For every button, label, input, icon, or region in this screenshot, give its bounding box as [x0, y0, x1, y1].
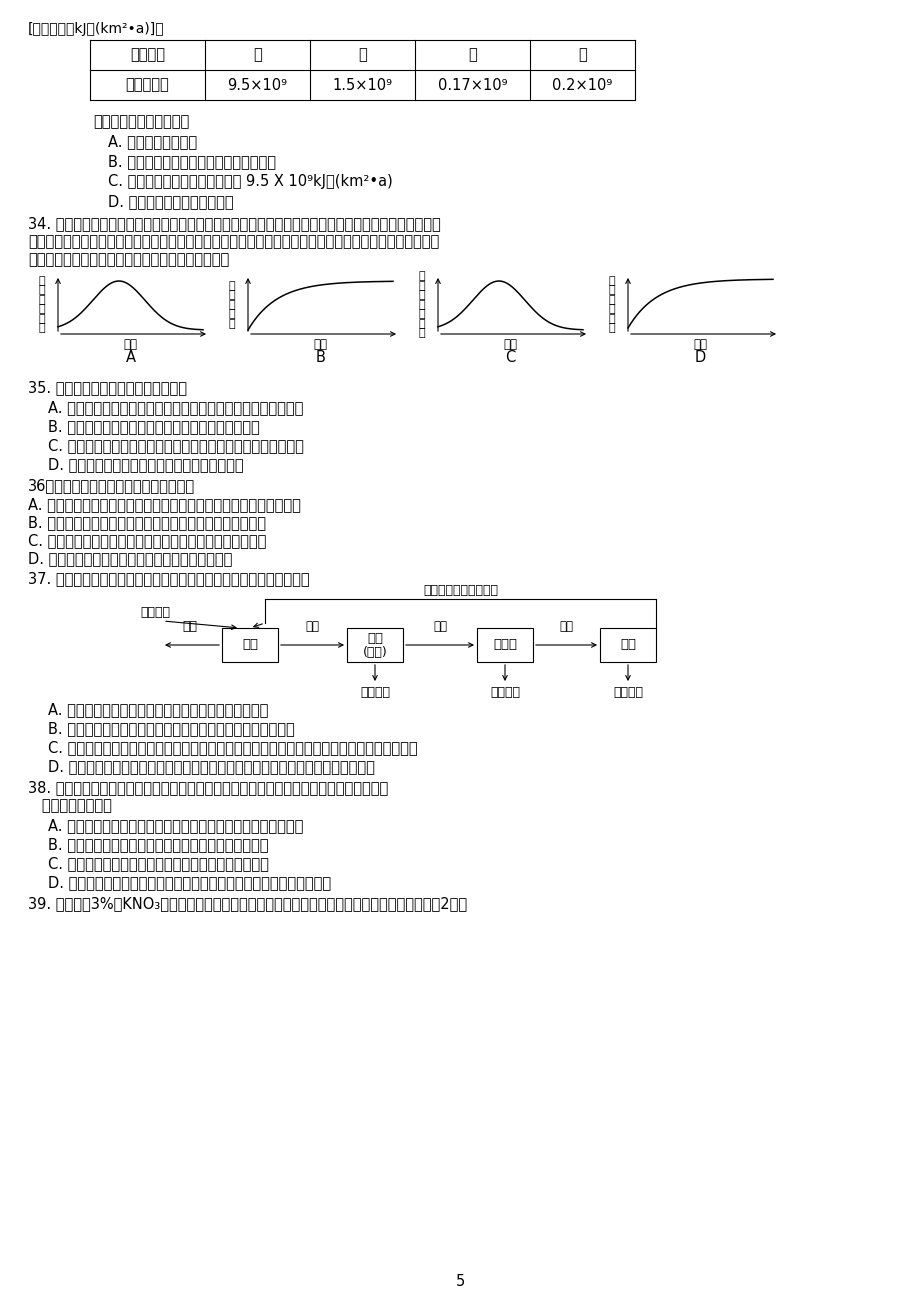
Text: 家畜: 家畜 — [367, 633, 382, 646]
Text: 产: 产 — [229, 310, 235, 319]
Text: 34. 一块弃耕的农田，很快长满杂草，几年后，草本植物开始减少，各种灌木却繁茂起来，最后这块农田: 34. 一块弃耕的农田，很快长满杂草，几年后，草本植物开始减少，各种灌木却繁茂起… — [28, 216, 440, 230]
Text: 兔: 兔 — [357, 47, 367, 62]
Text: 稳: 稳 — [608, 305, 615, 315]
Text: 0.2×10⁹: 0.2×10⁹ — [551, 78, 612, 92]
Text: 秸秵: 秸秵 — [305, 620, 319, 633]
Text: 量: 量 — [229, 319, 235, 328]
Text: 种: 种 — [39, 285, 46, 296]
Text: A. 应选一个处于间期的细胞，持续观察它从间期到末期的全过程: A. 应选一个处于间期的细胞，持续观察它从间期到末期的全过程 — [48, 818, 303, 833]
Text: 时间: 时间 — [123, 339, 137, 352]
Text: 富: 富 — [39, 305, 46, 315]
Text: 37. 下面是某生态农场生产流程示意图，据图判断，下列说法正确的是: 37. 下面是某生态农场生产流程示意图，据图判断，下列说法正确的是 — [28, 572, 310, 586]
Text: 38. 取洋葡根尖临时装片，欲在显微镜下观察到细胞有丝分裂的前、中、后、末几个时期，: 38. 取洋葡根尖临时装片，欲在显微镜下观察到细胞有丝分裂的前、中、后、末几个时… — [28, 780, 388, 796]
Text: B. 物种之间的协同进化都是通过物种之间的生存斗争实现的: B. 物种之间的协同进化都是通过物种之间的生存斗争实现的 — [28, 516, 266, 530]
Text: D. 每一环节都获得产品，循环利用了农业有机废弃物，提高了生态效益、经济效益: D. 每一环节都获得产品，循环利用了农业有机废弃物，提高了生态效益、经济效益 — [48, 759, 374, 773]
Text: C. 不同物种之间、生物与环境之间共同进化导致生物多样性: C. 不同物种之间、生物与环境之间共同进化导致生物多样性 — [28, 533, 267, 548]
Text: A. 二倍体植物用秋水仙素处理形成四倍体，二者之间不存在生殖隔离: A. 二倍体植物用秋水仙素处理形成四倍体，二者之间不存在生殖隔离 — [28, 497, 301, 512]
Text: 粪层: 粪层 — [433, 620, 447, 633]
Text: 所同化能量: 所同化能量 — [126, 78, 169, 92]
Text: D. 草原群落上的动物在水平方向上是均匀分布的: D. 草原群落上的动物在水平方向上是均匀分布的 — [48, 457, 244, 473]
Text: 程: 程 — [39, 314, 46, 324]
Text: 产品输出: 产品输出 — [490, 686, 519, 699]
Text: 下列叙述正确的是: 下列叙述正确的是 — [28, 798, 112, 812]
Text: 杂层: 杂层 — [559, 620, 573, 633]
Text: [能量单位：kJ／(km²•a)]。: [能量单位：kJ／(km²•a)]。 — [28, 22, 165, 36]
Text: B: B — [315, 350, 325, 365]
Text: 产品输出: 产品输出 — [359, 686, 390, 699]
Bar — [221, 628, 278, 661]
Text: C. 如果视野过暗，可转动细调焦贸旋旋增加视野的亮度: C. 如果视野过暗，可转动细调焦贸旋旋增加视野的亮度 — [48, 855, 268, 871]
Text: 总: 总 — [418, 319, 425, 328]
Text: 光: 光 — [229, 290, 235, 301]
Text: A: A — [125, 350, 135, 365]
Text: B. 兔所同化的能量不包括其粪便中的能量: B. 兔所同化的能量不包括其粪便中的能量 — [108, 154, 276, 169]
Text: 36、以下对生物进化理论的理解正确的是: 36、以下对生物进化理论的理解正确的是 — [28, 478, 195, 493]
Text: 固: 固 — [418, 271, 425, 281]
Text: 复: 复 — [608, 285, 615, 296]
Text: 太: 太 — [418, 290, 425, 301]
Text: 35. 下列有关草原群落的叙述正确的是: 35. 下列有关草原群落的叙述正确的是 — [28, 380, 187, 395]
Text: B. 在群落水平上研究草原，要研究草原的范围和边界: B. 在群落水平上研究草原，要研究草原的范围和边界 — [48, 419, 259, 434]
Text: 阳: 阳 — [418, 299, 425, 310]
Text: 性: 性 — [608, 323, 615, 333]
Text: 39. 某学生将3%的KNO₃溶液滴加在载玻片上的洋葡表皮上，观察到了植物细胞的质壁分离现象，2小时: 39. 某学生将3%的KNO₃溶液滴加在载玻片上的洋葡表皮上，观察到了植物细胞的… — [28, 896, 467, 911]
Text: 产品输出: 产品输出 — [612, 686, 642, 699]
Text: 净: 净 — [229, 281, 235, 290]
Text: 蚁蚂: 蚁蚂 — [619, 638, 635, 651]
Text: B. 由于食物链延长，能量逐级损耗，系统总能量利用效率降低: B. 由于食物链延长，能量逐级损耗，系统总能量利用效率降低 — [48, 721, 294, 736]
Text: 狼: 狼 — [577, 47, 586, 62]
Text: 力: 力 — [608, 296, 615, 305]
Text: 0.17×10⁹: 0.17×10⁹ — [437, 78, 506, 92]
Text: A. 能量经过多级利用，实现了生态系统能量的良性循环: A. 能量经过多级利用，实现了生态系统能量的良性循环 — [48, 702, 268, 717]
Text: 演变成了一片森林。这片森林在不受外力干扰的情况下将会长期占据那里，成为一个非常稳定的生态系统。: 演变成了一片森林。这片森林在不受外力干扰的情况下将会长期占据那里，成为一个非常稳… — [28, 234, 438, 249]
Text: 9.5×10⁹: 9.5×10⁹ — [227, 78, 287, 92]
Text: A. 狐属于次级消费者: A. 狐属于次级消费者 — [108, 134, 197, 148]
Text: B. 如果在低倍镜下看不到细胞，可改用高倍镜继续寻找: B. 如果在低倍镜下看不到细胞，可改用高倍镜继续寻找 — [48, 837, 268, 852]
Text: C. 过度放牧、退耕还草等人为活动不会影响草原群落的自然演替: C. 过度放牧、退耕还草等人为活动不会影响草原群落的自然演替 — [48, 437, 303, 453]
Text: 量: 量 — [418, 328, 425, 339]
Text: 生物种类: 生物种类 — [130, 47, 165, 62]
Text: C: C — [505, 350, 515, 365]
Bar — [476, 628, 532, 661]
Text: 定: 定 — [418, 281, 425, 290]
Text: 时间: 时间 — [503, 339, 517, 352]
Text: 根据上表分析不恰当的是: 根据上表分析不恰当的是 — [93, 115, 189, 129]
Text: 度: 度 — [39, 323, 46, 333]
Bar — [346, 628, 403, 661]
Text: 籽实: 籽实 — [182, 620, 198, 633]
Text: 能: 能 — [418, 310, 425, 319]
Text: 定: 定 — [608, 314, 615, 324]
Text: 草: 草 — [253, 47, 262, 62]
Text: 时间: 时间 — [313, 339, 327, 352]
Text: 太阳辐射: 太阳辐射 — [140, 605, 170, 618]
Text: (饲料): (饲料) — [362, 646, 387, 659]
Text: 丰: 丰 — [39, 296, 46, 305]
Text: 食用菌: 食用菌 — [493, 638, 516, 651]
Text: D: D — [694, 350, 706, 365]
Text: 恢: 恢 — [608, 276, 615, 286]
Text: 时间: 时间 — [693, 339, 707, 352]
Text: 狐: 狐 — [468, 47, 476, 62]
Text: A. 草原上的牧草长势整齐，因此群落在垂直方向上没有分层现象: A. 草原上的牧草长势整齐，因此群落在垂直方向上没有分层现象 — [48, 400, 303, 415]
Text: D. 狼所占的营养级一定比狐高: D. 狼所占的营养级一定比狐高 — [108, 194, 233, 210]
Text: 作物: 作物 — [242, 638, 257, 651]
Text: D. 只有基因突变和基因重组为生物进化提供原材料: D. 只有基因突变和基因重组为生物进化提供原材料 — [28, 551, 233, 566]
Text: C. 流经生态系统的总能量不超过 9.5 X 10⁹kJ／(km²•a): C. 流经生态系统的总能量不超过 9.5 X 10⁹kJ／(km²•a) — [108, 174, 392, 189]
Text: 排泤物、杂层（肥料）: 排泤物、杂层（肥料） — [423, 585, 497, 598]
Text: 1.5×10⁹: 1.5×10⁹ — [332, 78, 392, 92]
Text: 物: 物 — [39, 276, 46, 286]
Text: 合: 合 — [229, 299, 235, 310]
Text: 5: 5 — [455, 1275, 464, 1289]
Bar — [599, 628, 655, 661]
Text: 该生态系统在此演变过程中，相关变化趋势正确的是: 该生态系统在此演变过程中，相关变化趋势正确的是 — [28, 253, 229, 267]
Text: C. 当蚁蒂利用食用菌杂层并将其同化为自身的有机物时，能量就从第三营养级流入第四营养级: C. 当蚁蒂利用食用菌杂层并将其同化为自身的有机物时，能量就从第三营养级流入第四… — [48, 740, 417, 755]
Text: D. 如果在一个视野中不能看全各个时期，可移动装片从周围细胞中寻找: D. 如果在一个视野中不能看全各个时期，可移动装片从周围细胞中寻找 — [48, 875, 331, 891]
